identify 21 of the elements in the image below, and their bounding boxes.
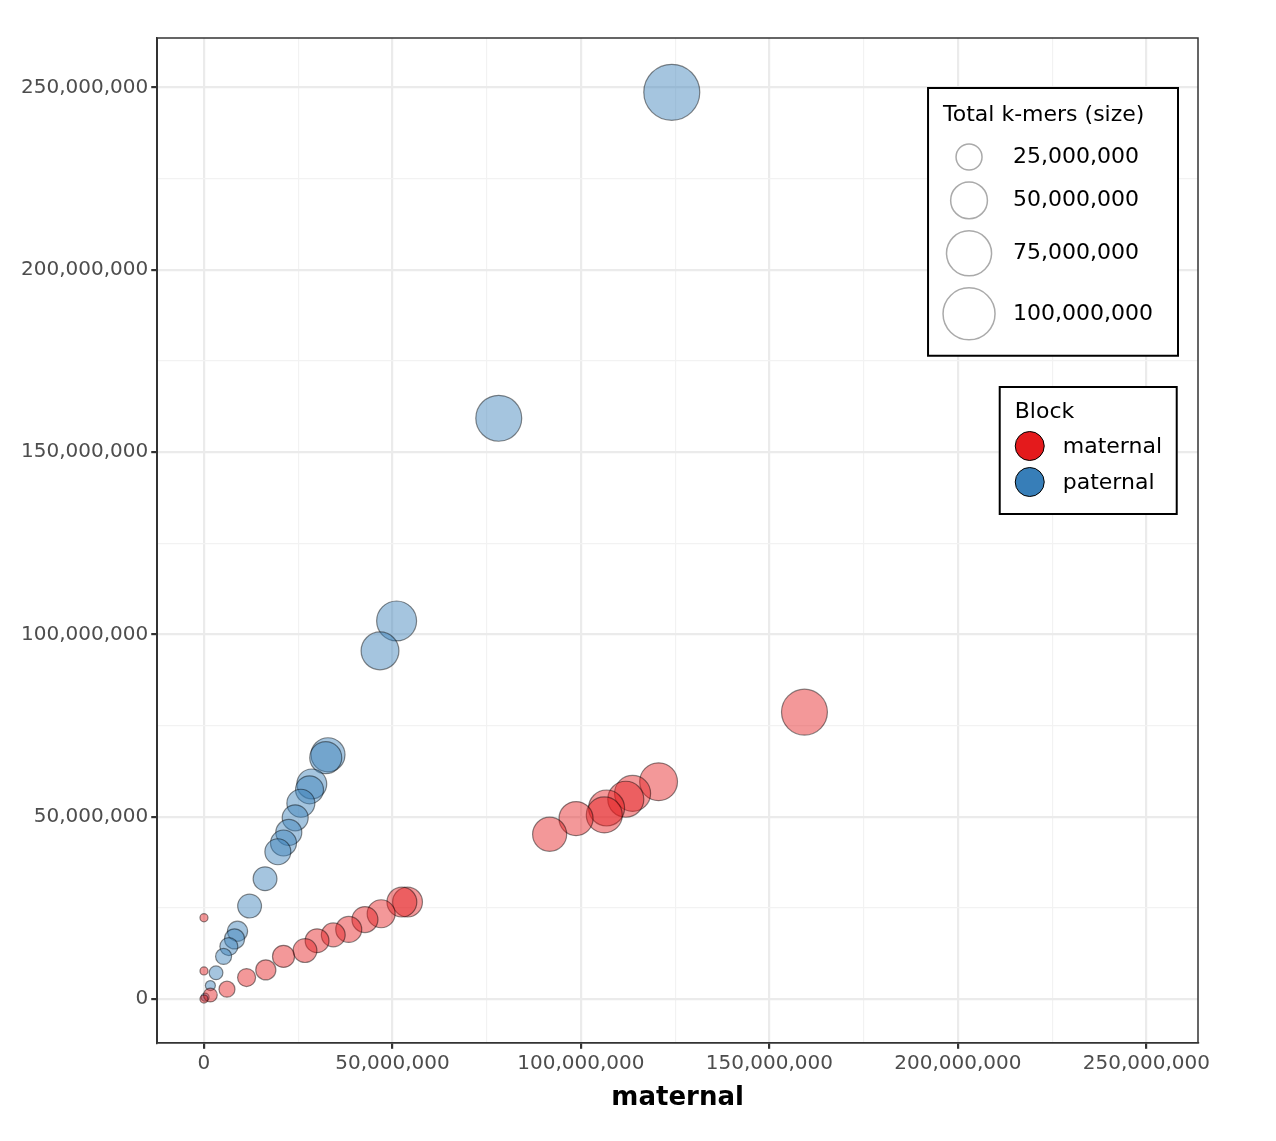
x-tick-label: 0	[197, 1050, 211, 1074]
x-tick-label: 250,000,000	[1082, 1050, 1210, 1074]
x-tick-label: 200,000,000	[894, 1050, 1022, 1074]
legend-label: 100,000,000	[1013, 299, 1154, 325]
y-tick-label: 200,000,000	[20, 256, 149, 281]
legend-label: 50,000,000	[1013, 186, 1140, 212]
legend-label: 25,000,000	[1013, 142, 1140, 168]
y-tick-label: 100,000,000	[20, 620, 149, 645]
y-tick-label: 250,000,000	[20, 73, 149, 98]
legend-label: 75,000,000	[1013, 239, 1140, 264]
y-tick-label: 150,000,000	[20, 438, 149, 463]
annotation: Total k-mers (size)	[942, 100, 1145, 126]
legend-title: Block	[1014, 397, 1076, 423]
y-tick-label: 50,000,000	[33, 802, 149, 827]
x-axis-title: maternal	[611, 1081, 744, 1112]
legend-label: maternal	[1062, 433, 1162, 459]
x-tick-label: 50,000,000	[335, 1050, 450, 1074]
y-tick-label: 0	[135, 985, 149, 1010]
x-tick-label: 100,000,000	[517, 1050, 645, 1074]
x-tick-label: 150,000,000	[705, 1050, 834, 1074]
legend-label: paternal	[1062, 469, 1155, 495]
